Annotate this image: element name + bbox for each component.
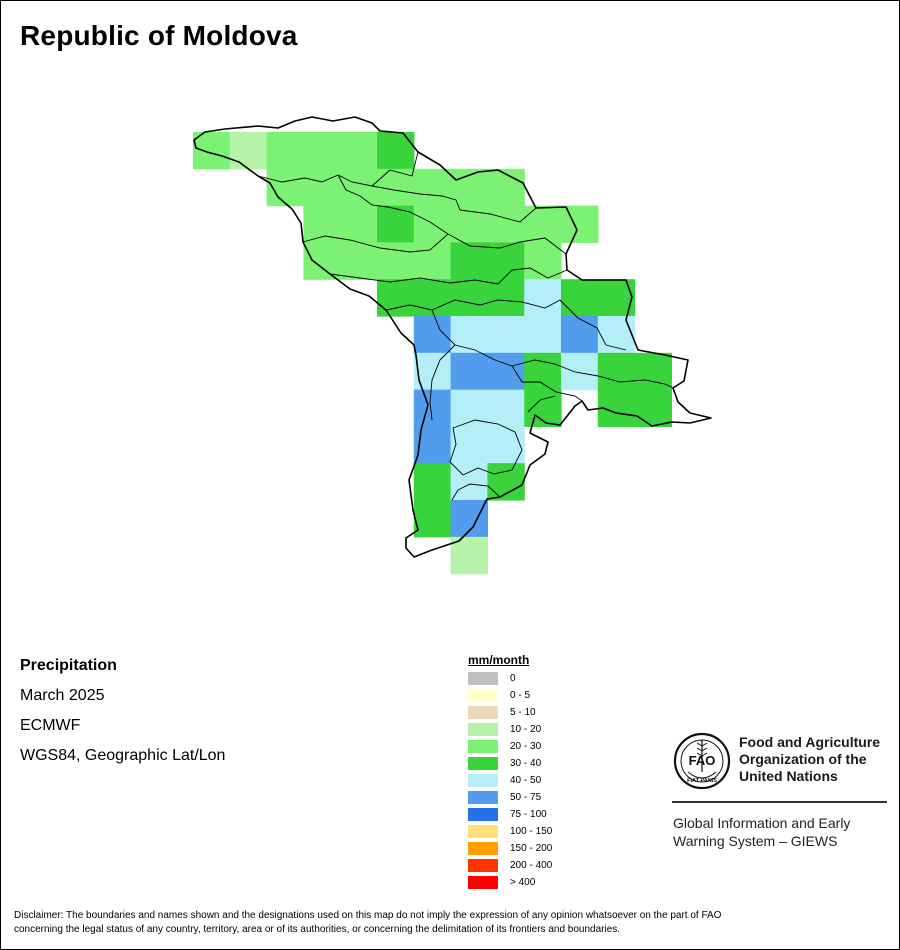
legend-swatch (468, 672, 498, 685)
map-title: Republic of Moldova (20, 20, 298, 51)
legend-item: 5 - 10 (468, 704, 552, 721)
grid-cell (561, 316, 599, 354)
grid-cell (524, 242, 562, 280)
legend-item: 75 - 100 (468, 806, 552, 823)
legend-item: 50 - 75 (468, 789, 552, 806)
legend-swatch (468, 808, 498, 821)
legend-swatch (468, 859, 498, 872)
grid-cell (340, 132, 378, 170)
legend: mm/month 0 0 - 5 5 - 10 10 - 20 20 - 30 … (468, 652, 552, 891)
grid-cell (303, 132, 341, 170)
grid-cell (524, 316, 562, 354)
precipitation-map (193, 116, 712, 575)
projection-label: WGS84, Geographic Lat/Lon (20, 747, 226, 764)
grid-cell (487, 316, 525, 354)
grid-cell (597, 352, 636, 391)
legend-item: 100 - 150 (468, 823, 552, 840)
grid-cell (561, 352, 599, 391)
grid-cell (413, 316, 452, 354)
grid-cell (413, 500, 452, 538)
grid-cell (229, 132, 268, 170)
district-boundaries (257, 151, 674, 501)
legend-item: 0 - 5 (468, 687, 552, 704)
source-label: ECMWF (20, 717, 81, 734)
period-label: March 2025 (20, 687, 105, 704)
grid-cell (450, 352, 488, 391)
grid-cell (450, 242, 488, 280)
legend-swatch (468, 757, 498, 770)
grid-cell (597, 279, 636, 317)
legend-item: 20 - 30 (468, 738, 552, 755)
grid-cell (487, 389, 525, 427)
grid-cell (413, 242, 452, 280)
variable-label: Precipitation (20, 657, 117, 674)
grid-cell (377, 279, 415, 317)
logo-divider (672, 801, 887, 803)
svg-text:FAO: FAO (689, 753, 716, 768)
grid-cell (193, 132, 231, 170)
grid-cell (487, 426, 525, 464)
grid-cell (487, 242, 525, 280)
legend-item: 150 - 200 (468, 840, 552, 857)
grid-cell (377, 205, 415, 243)
disclaimer: Disclaimer: The boundaries and names sho… (14, 910, 722, 935)
grid-cell (303, 168, 341, 207)
legend-title: mm/month (468, 653, 530, 667)
grid-cell (524, 279, 562, 317)
grid-cell (450, 426, 488, 464)
grid-cell (524, 205, 562, 243)
grid-cell (450, 279, 488, 317)
grid-cell (561, 279, 599, 317)
grid-cell (413, 352, 452, 391)
grid-cell (413, 205, 452, 243)
legend-item: 30 - 40 (468, 755, 552, 772)
grid-cell (303, 242, 341, 280)
legend-item: 200 - 400 (468, 857, 552, 874)
grid-cell (413, 168, 452, 207)
legend-item: 0 (468, 670, 552, 687)
legend-item: > 400 (468, 874, 552, 891)
legend-swatch (468, 774, 498, 787)
grid-cell (450, 205, 488, 243)
grid-cell (340, 205, 378, 243)
grid-cell (487, 279, 525, 317)
organization-name: Food and Agriculture Organization of the… (739, 734, 881, 784)
grid-cell (266, 132, 304, 170)
legend-swatch (468, 689, 498, 702)
grid-cell (340, 242, 378, 280)
country-boundary (193, 116, 712, 558)
legend-item: 10 - 20 (468, 721, 552, 738)
grid-cell (413, 463, 452, 501)
grid-cell (487, 352, 525, 391)
grid-cell (413, 389, 452, 427)
legend-swatch (468, 825, 498, 838)
svg-text:FIAT PANIS: FIAT PANIS (687, 778, 717, 784)
grid-cell (340, 168, 378, 207)
legend-swatch (468, 706, 498, 719)
grid-cell (450, 536, 488, 575)
legend-swatch (468, 842, 498, 855)
legend-swatch (468, 740, 498, 753)
grid-cell (450, 316, 488, 354)
grid-cell (524, 352, 562, 391)
legend-item: 40 - 50 (468, 772, 552, 789)
fao-logo-icon: FAO FIAT PANIS (673, 732, 731, 790)
legend-swatch (468, 791, 498, 804)
map-info: Precipitation March 2025 ECMWF WGS84, Ge… (20, 655, 225, 775)
grid-cell (377, 132, 415, 170)
grid-cell (634, 389, 672, 427)
grid-cell (561, 205, 599, 243)
grid-cell (487, 205, 525, 243)
precipitation-grid (193, 132, 672, 575)
legend-swatch (468, 876, 498, 889)
grid-cell (487, 463, 525, 501)
legend-swatch (468, 723, 498, 736)
giews-name: Global Information and Early Warning Sys… (673, 815, 851, 849)
